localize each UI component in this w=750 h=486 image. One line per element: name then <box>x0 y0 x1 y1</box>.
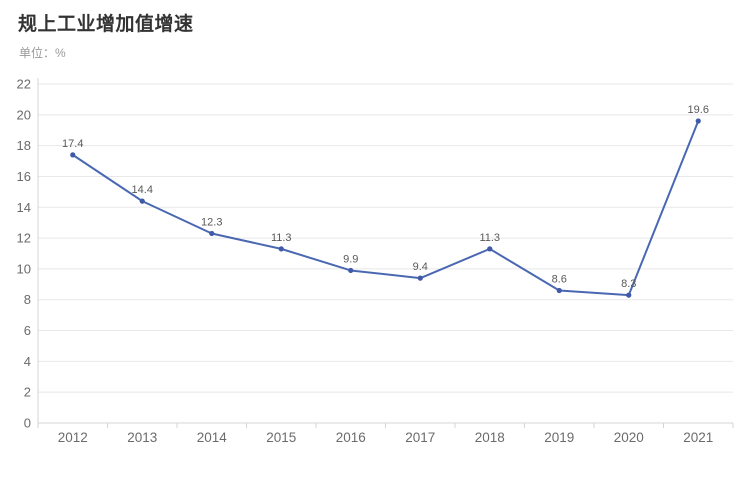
data-label: 19.6 <box>688 104 709 116</box>
y-tick-label: 8 <box>24 292 31 307</box>
y-tick-label: 6 <box>24 323 31 338</box>
data-point[interactable] <box>695 118 701 124</box>
series-line <box>71 119 700 297</box>
x-tick-label: 2013 <box>127 430 157 445</box>
y-tick-label: 20 <box>17 107 31 122</box>
data-point[interactable] <box>626 292 632 298</box>
line-chart-canvas[interactable]: 0 2 4 6 8 10 12 14 16 18 20 22 2012 2013 2014 2015 2016 2… <box>0 70 750 480</box>
data-label: 8.6 <box>552 273 567 285</box>
data-point[interactable] <box>70 152 76 158</box>
y-tick-label: 2 <box>24 385 31 400</box>
x-tick-label: 2012 <box>58 430 88 445</box>
data-point[interactable] <box>487 246 493 252</box>
x-tick-label: 2015 <box>266 430 296 445</box>
x-tick-label: 2016 <box>336 430 366 445</box>
x-tick-label: 2021 <box>683 430 713 445</box>
data-point[interactable] <box>417 275 423 281</box>
data-point[interactable] <box>556 287 562 294</box>
data-label: 11.3 <box>271 232 292 244</box>
chart-title: 规上工业增加值增速 <box>18 14 194 35</box>
y-tick-label: 4 <box>24 354 31 369</box>
y-tick-label: 0 <box>24 416 31 431</box>
y-tick-label: 22 <box>17 77 31 92</box>
data-point[interactable] <box>139 198 145 204</box>
y-tick-label: 10 <box>17 261 31 276</box>
data-label: 11.3 <box>479 232 500 244</box>
data-point[interactable] <box>209 230 215 237</box>
data-label: 14.4 <box>132 184 153 196</box>
data-label: 12.3 <box>201 216 222 228</box>
x-tick-label: 2017 <box>405 430 435 445</box>
x-tick-label: 2014 <box>197 430 228 445</box>
unit-label: 单位：% <box>19 46 66 60</box>
y-tick-label: 14 <box>17 200 31 215</box>
x-tick-label: 2020 <box>614 430 644 445</box>
data-label: 9.4 <box>413 261 428 273</box>
y-tick-label: 12 <box>17 231 31 246</box>
data-point[interactable] <box>348 267 354 274</box>
y-tick-label: 18 <box>17 138 31 153</box>
data-label: 9.9 <box>343 253 358 265</box>
data-label: 17.4 <box>62 138 83 150</box>
data-point[interactable] <box>278 246 284 252</box>
x-tick-label: 2018 <box>475 430 505 445</box>
x-tick-label: 2019 <box>544 430 574 445</box>
data-label: 8.3 <box>621 278 636 290</box>
y-tick-label: 16 <box>17 169 31 184</box>
